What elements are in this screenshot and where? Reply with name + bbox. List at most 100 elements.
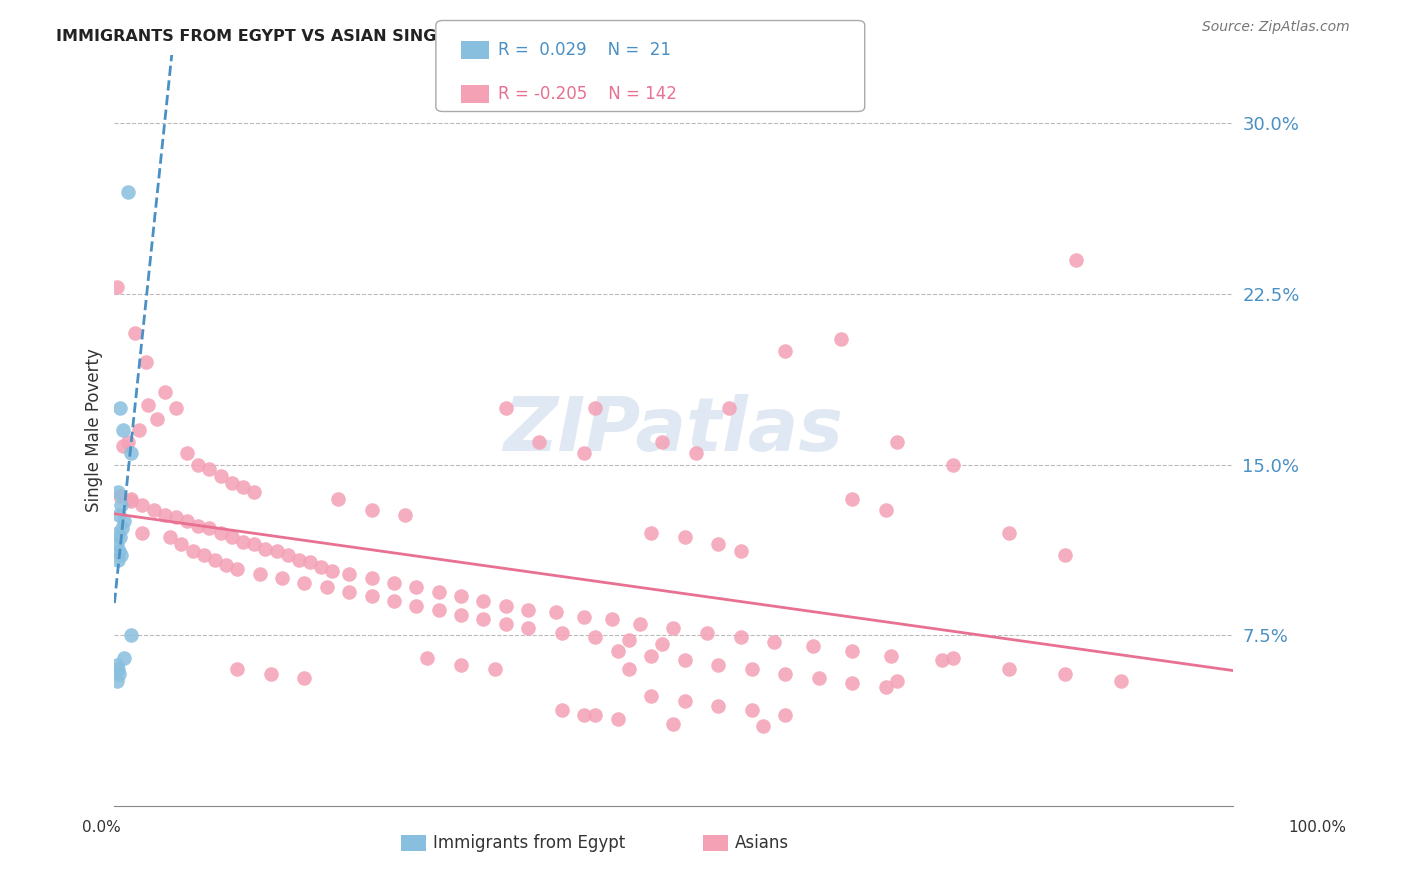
Point [299,555,322,569]
Point [450,657,472,672]
Point [472,612,495,626]
Point [108,544,131,558]
Point [741,703,763,717]
Point [294,575,316,590]
Point [124,326,146,340]
Point [544,605,567,619]
Point [1064,252,1087,267]
Point [880,648,903,663]
Point [107,662,129,676]
Point [165,401,187,415]
Text: Source: ZipAtlas.com: Source: ZipAtlas.com [1202,20,1350,34]
Point [110,499,132,513]
Point [640,525,662,540]
Point [146,412,169,426]
Point [998,525,1021,540]
Point [572,446,595,460]
Text: 0.0%: 0.0% [82,821,121,835]
Point [583,401,606,415]
Point [662,621,685,635]
Point [226,662,249,676]
Point [114,650,136,665]
Point [105,657,128,672]
Point [321,565,343,579]
Point [135,355,157,369]
Point [606,644,628,658]
Point [572,610,595,624]
Point [110,549,132,563]
Point [111,521,134,535]
Point [226,562,249,576]
Text: Asians: Asians [735,834,789,852]
Point [427,585,450,599]
Point [394,508,416,522]
Point [198,521,221,535]
Point [193,549,215,563]
Point [875,503,897,517]
Point [131,525,153,540]
Point [550,625,572,640]
Point [696,625,718,640]
Point [108,489,131,503]
Point [495,616,517,631]
Point [886,673,908,688]
Point [830,333,852,347]
Point [120,446,142,460]
Point [685,446,707,460]
Point [249,566,271,581]
Point [841,644,863,658]
Point [277,549,299,563]
Point [209,468,232,483]
Point [271,571,294,585]
Point [120,494,142,508]
Point [107,484,129,499]
Point [204,553,226,567]
Point [181,544,204,558]
Point [112,439,135,453]
Point [198,462,221,476]
Point [105,673,128,688]
Point [841,676,863,690]
Point [187,519,209,533]
Point [176,446,198,460]
Point [427,603,450,617]
Point [1053,666,1076,681]
Point [107,553,129,567]
Point [221,475,243,490]
Point [707,537,730,551]
Point [112,424,135,438]
Point [600,612,623,626]
Point [405,599,427,613]
Point [288,553,311,567]
Point [315,580,337,594]
Point [266,544,288,558]
Point [159,530,181,544]
Point [232,534,254,549]
Point [382,594,405,608]
Point [931,653,953,667]
Point [176,514,198,528]
Point [108,666,131,681]
Point [209,525,232,540]
Text: R = -0.205    N = 142: R = -0.205 N = 142 [498,85,676,103]
Point [517,603,540,617]
Point [752,719,775,733]
Point [450,590,472,604]
Point [583,631,606,645]
Point [651,637,673,651]
Point [120,628,142,642]
Point [472,594,495,608]
Point [254,541,277,556]
Y-axis label: Single Male Poverty: Single Male Poverty [86,349,103,512]
Point [583,707,606,722]
Point [309,559,332,574]
Point [495,401,517,415]
Point [131,499,153,513]
Text: IMMIGRANTS FROM EGYPT VS ASIAN SINGLE MALE POVERTY CORRELATION CHART: IMMIGRANTS FROM EGYPT VS ASIAN SINGLE MA… [56,29,799,44]
Point [108,401,131,415]
Point [294,671,316,685]
Point [108,508,131,522]
Point [640,690,662,704]
Point [1109,673,1132,688]
Point [517,621,540,635]
